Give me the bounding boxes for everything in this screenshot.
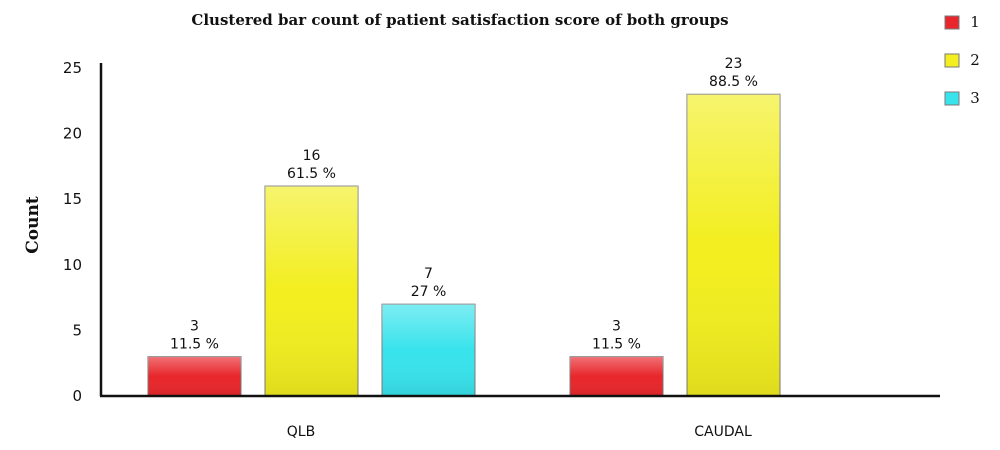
y-tick-label: 20 [63,125,82,143]
category-label: QLB [287,424,315,440]
bar-count-label: 3 [190,319,199,335]
chart-title: Clustered bar count of patient satisfact… [191,11,728,29]
bar-count-label: 16 [303,148,321,164]
bar-count-label: 7 [424,266,433,282]
legend-swatch-2 [944,53,960,68]
bar-shine [570,356,663,396]
legend-label-2: 2 [970,51,980,69]
y-axis-ticks: 0 5 10 15 20 25 [63,59,82,405]
bar-shine [265,186,358,396]
bar-count-label: 3 [612,319,621,335]
bar-shine [382,304,475,396]
bar-percent-label: 61.5 % [287,166,336,182]
x-axis-categories: QLB CAUDAL [287,424,752,440]
category-label: CAUDAL [694,424,752,440]
bar-percent-label: 11.5 % [170,337,219,353]
y-tick-label: 0 [72,387,82,405]
legend-swatch-1 [944,15,960,30]
bar-percent-label: 11.5 % [592,337,641,353]
bar-percent-label: 27 % [411,284,447,300]
data-labels: 3 11.5 % 16 61.5 % 7 27 % 3 11.5 % 23 88.5 % [170,56,758,352]
bars [147,93,781,397]
legend-label-3: 3 [970,89,980,107]
y-axis-label: Count [23,196,43,254]
bar-percent-label: 88.5 % [709,74,758,90]
bar-shine [687,94,780,397]
y-tick-label: 15 [63,190,82,208]
y-tick-label: 25 [63,59,82,77]
legend: 1 2 3 [944,13,980,107]
bar-count-label: 23 [725,56,743,72]
y-tick-label: 10 [63,256,82,274]
bar-shine [148,356,241,396]
legend-swatch-3 [944,91,960,106]
y-tick-label: 5 [72,321,82,339]
legend-label-1: 1 [970,13,980,31]
